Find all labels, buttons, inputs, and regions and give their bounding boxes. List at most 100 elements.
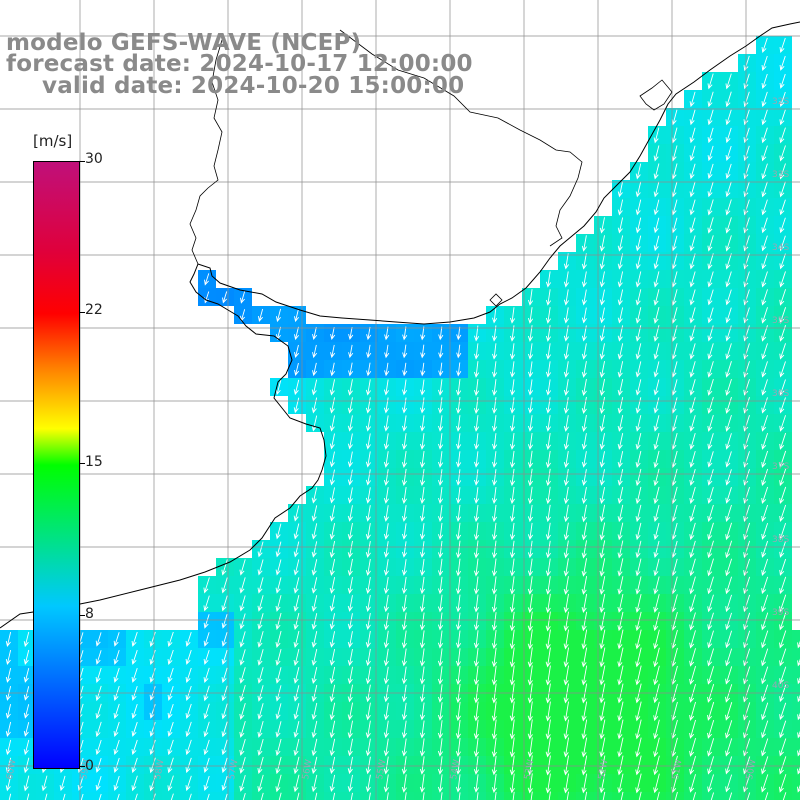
wind-arrow <box>635 701 642 722</box>
wind-arrow <box>401 630 407 649</box>
wind-arrow <box>293 703 300 720</box>
wind-arrow <box>113 739 120 756</box>
wind-arrow <box>509 433 516 450</box>
wind-arrow <box>779 630 787 649</box>
wind-arrow <box>707 109 714 126</box>
wind-arrow <box>617 181 624 198</box>
wind-arrow <box>707 756 715 775</box>
wind-arrow <box>419 468 426 487</box>
wind-arrow <box>653 181 660 198</box>
wind-arrow <box>689 379 696 396</box>
wind-arrow <box>420 344 426 359</box>
wind-arrow <box>275 721 282 738</box>
wind-arrow <box>617 199 624 216</box>
wind-arrow <box>581 701 588 722</box>
wind-cell <box>648 792 666 800</box>
wind-arrow <box>617 593 624 613</box>
wind-arrow <box>365 397 371 414</box>
wind-arrow <box>402 362 408 377</box>
wind-arrow <box>653 558 660 577</box>
wind-arrow <box>563 701 569 722</box>
wind-arrow <box>725 271 732 288</box>
wind-arrow <box>548 791 551 800</box>
wind-arrow <box>617 451 624 468</box>
forecast-date: forecast date: 2024-10-17 12:00:00 <box>6 51 473 77</box>
wind-arrow <box>743 271 750 288</box>
wind-arrow <box>365 379 371 396</box>
wind-arrow <box>689 630 696 649</box>
longitude-label: 57W <box>227 759 240 781</box>
wind-arrow <box>437 451 444 468</box>
wind-arrow <box>707 91 714 108</box>
wind-arrow <box>653 450 660 469</box>
wind-arrow <box>383 541 390 558</box>
wind-arrow <box>653 343 660 360</box>
wind-arrow <box>779 307 787 324</box>
wind-arrow <box>545 647 551 668</box>
wind-arrow <box>527 307 534 324</box>
wind-cell <box>450 792 468 800</box>
wind-arrow <box>204 273 210 286</box>
wind-arrow <box>23 739 30 756</box>
wind-arrow <box>384 344 390 359</box>
wind-arrow <box>689 558 696 577</box>
wind-arrow <box>617 361 624 378</box>
wind-arrow <box>743 666 751 685</box>
wind-arrow <box>437 576 444 595</box>
wind-arrow <box>761 253 768 270</box>
wind-arrow <box>294 326 300 341</box>
wind-arrow <box>492 379 498 396</box>
colorbar-unit: [m/s] <box>33 132 73 150</box>
wind-arrow <box>761 558 769 576</box>
wind-arrow <box>275 703 282 720</box>
wind-arrow <box>329 523 336 540</box>
wind-arrow <box>23 631 30 648</box>
wind-arrow <box>707 127 714 144</box>
wind-arrow <box>383 648 389 667</box>
wind-arrow <box>779 576 787 595</box>
wind-arrow <box>779 253 786 270</box>
wind-arrow <box>563 629 569 650</box>
wind-arrow <box>456 469 462 486</box>
wind-arrow <box>311 666 318 684</box>
wind-arrow <box>656 791 660 800</box>
wind-cell <box>378 792 396 800</box>
wind-arrow <box>779 415 786 432</box>
wind-arrow <box>671 145 678 162</box>
wind-arrow <box>41 775 48 792</box>
wind-arrow <box>581 414 587 432</box>
wind-arrow <box>509 558 516 577</box>
wind-arrow <box>689 701 697 721</box>
wind-arrow <box>743 648 751 667</box>
wind-arrow <box>743 720 751 739</box>
wind-cell <box>54 792 72 800</box>
wind-arrow <box>725 289 732 306</box>
wind-arrow <box>95 721 102 738</box>
wind-arrow <box>779 271 786 288</box>
wind-arrow <box>653 629 660 650</box>
wind-arrow <box>743 774 751 793</box>
wind-arrow <box>23 668 30 683</box>
wind-arrow <box>761 163 768 180</box>
wind-arrow <box>401 559 408 576</box>
wind-arrow <box>779 109 786 126</box>
wind-arrow <box>275 559 282 576</box>
wind-arrow <box>473 756 480 775</box>
wind-arrow <box>635 450 642 469</box>
wind-arrow <box>419 415 426 432</box>
wind-arrow <box>743 469 750 486</box>
wind-arrow <box>185 703 192 720</box>
wind-arrow <box>545 540 551 559</box>
wind-arrow <box>653 397 660 414</box>
wind-arrow <box>599 433 605 450</box>
wind-arrow <box>492 343 498 360</box>
wind-arrow <box>689 576 696 595</box>
wind-arrow <box>311 702 318 721</box>
wind-arrow <box>329 469 335 486</box>
colorbar-tick-label: 0 <box>85 758 94 774</box>
wind-arrow <box>275 774 282 793</box>
wind-arrow <box>725 469 732 486</box>
wind-arrow <box>707 181 714 198</box>
wind-arrow <box>221 721 228 738</box>
wind-arrow <box>404 792 407 800</box>
